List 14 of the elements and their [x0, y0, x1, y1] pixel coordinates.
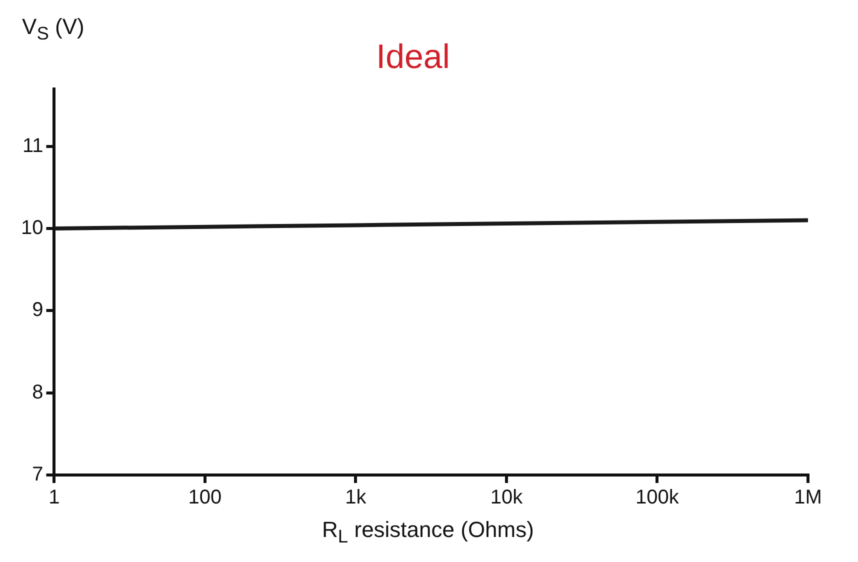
y-tick-label: 7	[32, 464, 44, 486]
x-tick-label: 1M	[794, 486, 822, 509]
y-tick-label: 11	[22, 134, 44, 157]
x-tick-label: 1	[48, 486, 60, 509]
x-axis-title: R$_{L}$ resistance (Ohms)	[321, 516, 535, 547]
y-tick-label: 10	[20, 217, 44, 240]
y-axis-title: V$_{S}$ (V)	[22, 14, 84, 44]
x-tick-label: 1k	[345, 486, 368, 509]
x-tick-label: 100k	[636, 486, 680, 509]
x-tick-label: 10k	[490, 486, 524, 509]
x-tick-label: 100	[188, 486, 222, 509]
y-tick-label: 8	[32, 381, 44, 404]
y-tick-label: 9	[32, 299, 44, 322]
chart-title: Ideal	[376, 38, 450, 76]
